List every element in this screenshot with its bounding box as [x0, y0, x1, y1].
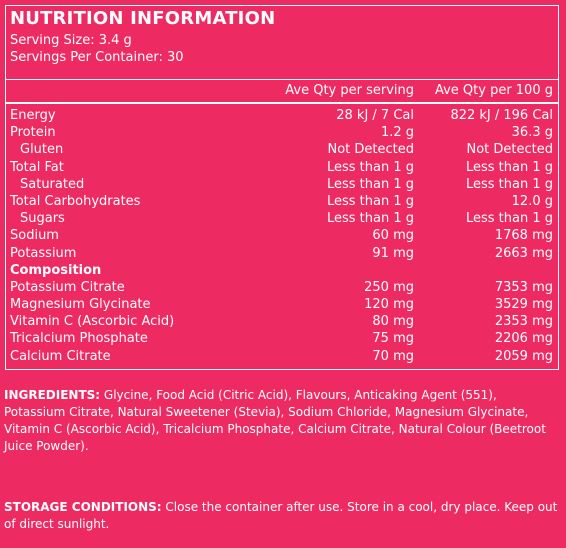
- table-row: Sugars Less than 1 g Less than 1 g: [6, 210, 558, 227]
- value-per-serving: 70 mg: [372, 348, 414, 364]
- table-row: Energy 28 kJ / 7 Cal 822 kJ / 196 Cal: [6, 107, 558, 124]
- nutrient-name: Calcium Citrate: [10, 348, 111, 364]
- ingredients-text: Glycine, Food Acid (Citric Acid), Flavou…: [4, 388, 546, 453]
- nutrient-name: Energy: [10, 108, 56, 123]
- table-row: Protein 1.2 g 36.3 g: [6, 124, 558, 141]
- value-per-100g: 36.3 g: [511, 125, 553, 141]
- servings-per-container: Servings Per Container: 30: [10, 50, 184, 65]
- column-header-per-100g: Ave Qty per 100 g: [434, 83, 553, 98]
- table-row: Composition: [6, 262, 558, 279]
- value-per-serving: Less than 1 g: [326, 159, 414, 175]
- table-row: Tricalcium Phosphate 75 mg 2206 mg: [6, 330, 558, 347]
- value-per-100g: 2353 mg: [494, 314, 553, 330]
- table-row: Gluten Not Detected Not Detected: [6, 141, 558, 158]
- nutrient-name: Sodium: [10, 228, 59, 244]
- value-per-serving: 80 mg: [372, 314, 414, 330]
- nutrient-name: Vitamin C (Ascorbic Acid): [10, 314, 175, 330]
- value-per-serving: 28 kJ / 7 Cal: [336, 108, 414, 123]
- table-row: Sodium 60 mg 1768 mg: [6, 227, 558, 244]
- nutrient-name: Potassium Citrate: [10, 279, 125, 295]
- nutrient-name: Total Carbohydrates: [10, 193, 141, 209]
- nutrient-name: Potassium: [10, 245, 77, 261]
- nutrient-name: Sugars: [20, 211, 65, 227]
- value-per-serving: Less than 1 g: [326, 176, 414, 192]
- value-per-serving: Not Detected: [327, 142, 414, 158]
- nutrient-name: Saturated: [20, 176, 85, 192]
- table-top-rule: [6, 102, 558, 104]
- nutrient-name: Protein: [10, 125, 56, 141]
- table-row: Potassium Citrate 250 mg 7353 mg: [6, 279, 558, 296]
- value-per-100g: Less than 1 g: [465, 211, 553, 227]
- table-row: Saturated Less than 1 g Less than 1 g: [6, 176, 558, 193]
- table-row: Magnesium Glycinate 120 mg 3529 mg: [6, 296, 558, 313]
- storage-block: STORAGE CONDITIONS: Close the container …: [4, 499, 558, 533]
- value-per-100g: Less than 1 g: [465, 159, 553, 175]
- value-per-100g: 12.0 g: [511, 193, 553, 209]
- value-per-serving: 250 mg: [364, 279, 414, 295]
- nutrient-name: Tricalcium Phosphate: [10, 331, 148, 347]
- value-per-serving: 120 mg: [364, 297, 414, 313]
- value-per-serving: 60 mg: [372, 228, 414, 244]
- value-per-100g: 7353 mg: [494, 279, 553, 295]
- value-per-100g: 2059 mg: [494, 348, 553, 364]
- value-per-100g: 1768 mg: [494, 228, 553, 244]
- value-per-serving: 1.2 g: [380, 125, 414, 141]
- column-header-per-serving: Ave Qty per serving: [285, 83, 414, 98]
- table-row: Vitamin C (Ascorbic Acid) 80 mg 2353 mg: [6, 313, 558, 330]
- table-row: Total Fat Less than 1 g Less than 1 g: [6, 159, 558, 176]
- value-per-100g: 822 kJ / 196 Cal: [450, 108, 553, 123]
- nutrition-panel: NUTRITION INFORMATION Serving Size: 3.4 …: [5, 5, 559, 370]
- storage-label: STORAGE CONDITIONS:: [4, 500, 162, 514]
- ingredients-label: INGREDIENTS:: [4, 388, 101, 402]
- value-per-serving: Less than 1 g: [326, 211, 414, 227]
- nutrient-name: Magnesium Glycinate: [10, 297, 151, 313]
- value-per-100g: Less than 1 g: [465, 176, 553, 192]
- table-row: Calcium Citrate 70 mg 2059 mg: [6, 348, 558, 365]
- storage-text: Close the container after use. Store in …: [4, 500, 558, 531]
- value-per-100g: 2206 mg: [494, 331, 553, 347]
- value-per-serving: Less than 1 g: [326, 193, 414, 209]
- nutrition-table: Energy 28 kJ / 7 Cal 822 kJ / 196 Cal Prote…: [6, 107, 558, 365]
- panel-title: NUTRITION INFORMATION: [10, 8, 276, 29]
- value-per-100g: Not Detected: [466, 142, 553, 158]
- table-row: Total Carbohydrates Less than 1 g 12.0 g: [6, 193, 558, 210]
- table-row: Potassium 91 mg 2663 mg: [6, 245, 558, 262]
- value-per-serving: 91 mg: [372, 245, 414, 261]
- serving-size: Serving Size: 3.4 g: [10, 33, 132, 48]
- nutrient-name: Gluten: [20, 142, 64, 158]
- header-rule: [6, 79, 558, 80]
- value-per-serving: 75 mg: [372, 331, 414, 347]
- nutrient-name: Composition: [10, 262, 102, 278]
- ingredients-block: INGREDIENTS: Glycine, Food Acid (Citric …: [4, 387, 558, 455]
- nutrient-name: Total Fat: [10, 159, 64, 175]
- value-per-100g: 2663 mg: [494, 245, 553, 261]
- value-per-100g: 3529 mg: [494, 297, 553, 313]
